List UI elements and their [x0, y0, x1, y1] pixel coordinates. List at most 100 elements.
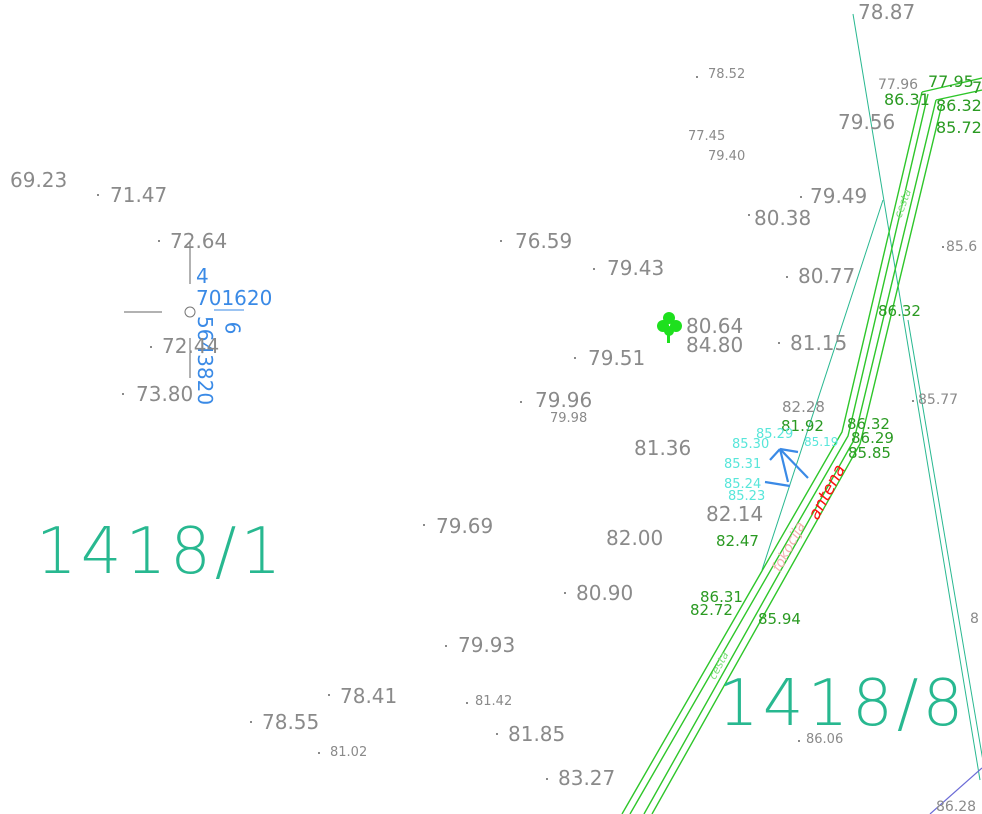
survey-point: [786, 276, 788, 278]
elevation-label: 79.93: [458, 633, 516, 657]
survey-point: [574, 357, 576, 359]
survey-point: [942, 246, 944, 248]
control-point-label: 6: [220, 321, 245, 335]
survey-point: [546, 778, 548, 780]
survey-point: [250, 721, 252, 723]
survey-point: [150, 346, 152, 348]
control-point-circle: [184, 306, 196, 318]
road-edge-line: [651, 103, 943, 814]
elevation-label: 80.77: [798, 264, 856, 288]
road-elevation-label: 85.72: [936, 118, 982, 137]
point-label: 85.23: [728, 489, 766, 504]
elevation-label: 85.6: [946, 239, 978, 255]
survey-point: [423, 524, 425, 526]
road-elevation-label: 82.47: [716, 532, 759, 550]
elevation-label: 78.87: [858, 0, 916, 24]
point-label: 85.29: [756, 427, 794, 442]
antenna-symbol: [764, 447, 809, 488]
elevation-label: 80.64: [686, 314, 744, 338]
elevation-label: 82.14: [706, 502, 764, 526]
survey-point: [445, 645, 447, 647]
road-elevation-label: 86.32: [936, 96, 982, 115]
elevation-label: 81.15: [790, 331, 848, 355]
road-edge-line: [629, 93, 929, 814]
survey-point: [158, 240, 160, 242]
elevation-label: 82.28: [782, 398, 825, 416]
road-elevation-label: 7: [972, 78, 982, 97]
survey-point: [496, 733, 498, 735]
elevation-label: 72.64: [170, 229, 228, 253]
road-elevation-label: 85.85: [848, 444, 891, 462]
survey-point: [748, 214, 750, 216]
elevation-label: 79.43: [607, 256, 665, 280]
road-elevation-label: 86.32: [878, 302, 921, 320]
survey-point: [593, 268, 595, 270]
elevation-label: 86.28: [936, 799, 977, 814]
boundary-purple-line: [929, 767, 982, 814]
survey-point: [122, 393, 124, 395]
survey-point: [97, 194, 99, 196]
point-label: 85.30: [732, 437, 770, 452]
control-point-label: 701620: [196, 286, 273, 310]
elevation-label: 77.45: [688, 129, 726, 144]
elevation-label: 72.44: [162, 334, 220, 358]
parcel-boundary-line: [761, 199, 884, 571]
elevation-label: 79.49: [810, 184, 868, 208]
survey-point: [520, 401, 522, 403]
elevation-label: 78.55: [262, 710, 320, 734]
control-point-label-vertical: 5643820: [193, 316, 217, 406]
road-elevation-label: 86.31: [884, 90, 930, 109]
elevation-label: 86.06: [806, 732, 844, 747]
elevation-label: 80.38: [754, 206, 812, 230]
elevation-label: 8: [970, 611, 979, 627]
elevation-label: 77.96: [878, 77, 919, 93]
road-elevation-label: 86.32: [847, 415, 890, 433]
road-elevation-label: 77.95: [928, 72, 974, 91]
elevation-label: 78.52: [708, 67, 746, 82]
elevation-label: 79.40: [708, 149, 746, 164]
point-label: 85.19: [804, 435, 839, 449]
elevation-label: 81.85: [508, 722, 566, 746]
point-label: 85.31: [724, 457, 762, 472]
elevation-label: 81.42: [475, 694, 513, 709]
elevation-label: 79.51: [588, 346, 646, 370]
parcel-boundary-line: [852, 13, 981, 781]
survey-point: [778, 342, 780, 344]
road-edge-line: [621, 91, 923, 814]
elevation-label: 79.56: [838, 110, 896, 134]
survey-point: [328, 694, 330, 696]
elevation-label: 82.00: [606, 526, 664, 550]
elevation-label: 84.80: [686, 333, 744, 357]
elevation-label: 76.59: [515, 229, 573, 253]
elevation-label: 79.69: [436, 514, 494, 538]
road-elevation-label: 85.94: [758, 610, 801, 628]
elevation-label: 85.77: [918, 392, 959, 408]
parcel-number: 1418/1: [36, 515, 286, 589]
parcel-boundary-line: [907, 319, 982, 759]
tree-icon: [657, 312, 682, 343]
elevation-label: 71.47: [110, 183, 168, 207]
elevation-label: 81.36: [634, 436, 692, 460]
survey-point: [800, 196, 802, 198]
road-elevation-label: 86.31: [700, 588, 743, 606]
survey-point: [318, 752, 320, 754]
survey-point: [500, 240, 502, 242]
elevation-label: 78.41: [340, 684, 398, 708]
survey-point: [798, 740, 800, 742]
parcel-number: 1418/8: [718, 667, 968, 741]
elevation-label: 79.96: [535, 388, 593, 412]
road-elevation-label: 82.72: [690, 601, 733, 619]
elevation-label: 81.02: [330, 745, 368, 760]
road-elevation-label: 81.92: [781, 417, 824, 435]
survey-point: [466, 702, 468, 704]
elevation-label: 80.90: [576, 581, 634, 605]
point-label: 85.24: [724, 477, 762, 492]
elevation-label: 69.23: [10, 168, 68, 192]
survey-point: [564, 592, 566, 594]
elevation-label: 79.98: [550, 411, 588, 426]
survey-point: [912, 400, 914, 402]
road-edge-line: [643, 99, 937, 814]
control-point-label: 4: [196, 264, 209, 288]
